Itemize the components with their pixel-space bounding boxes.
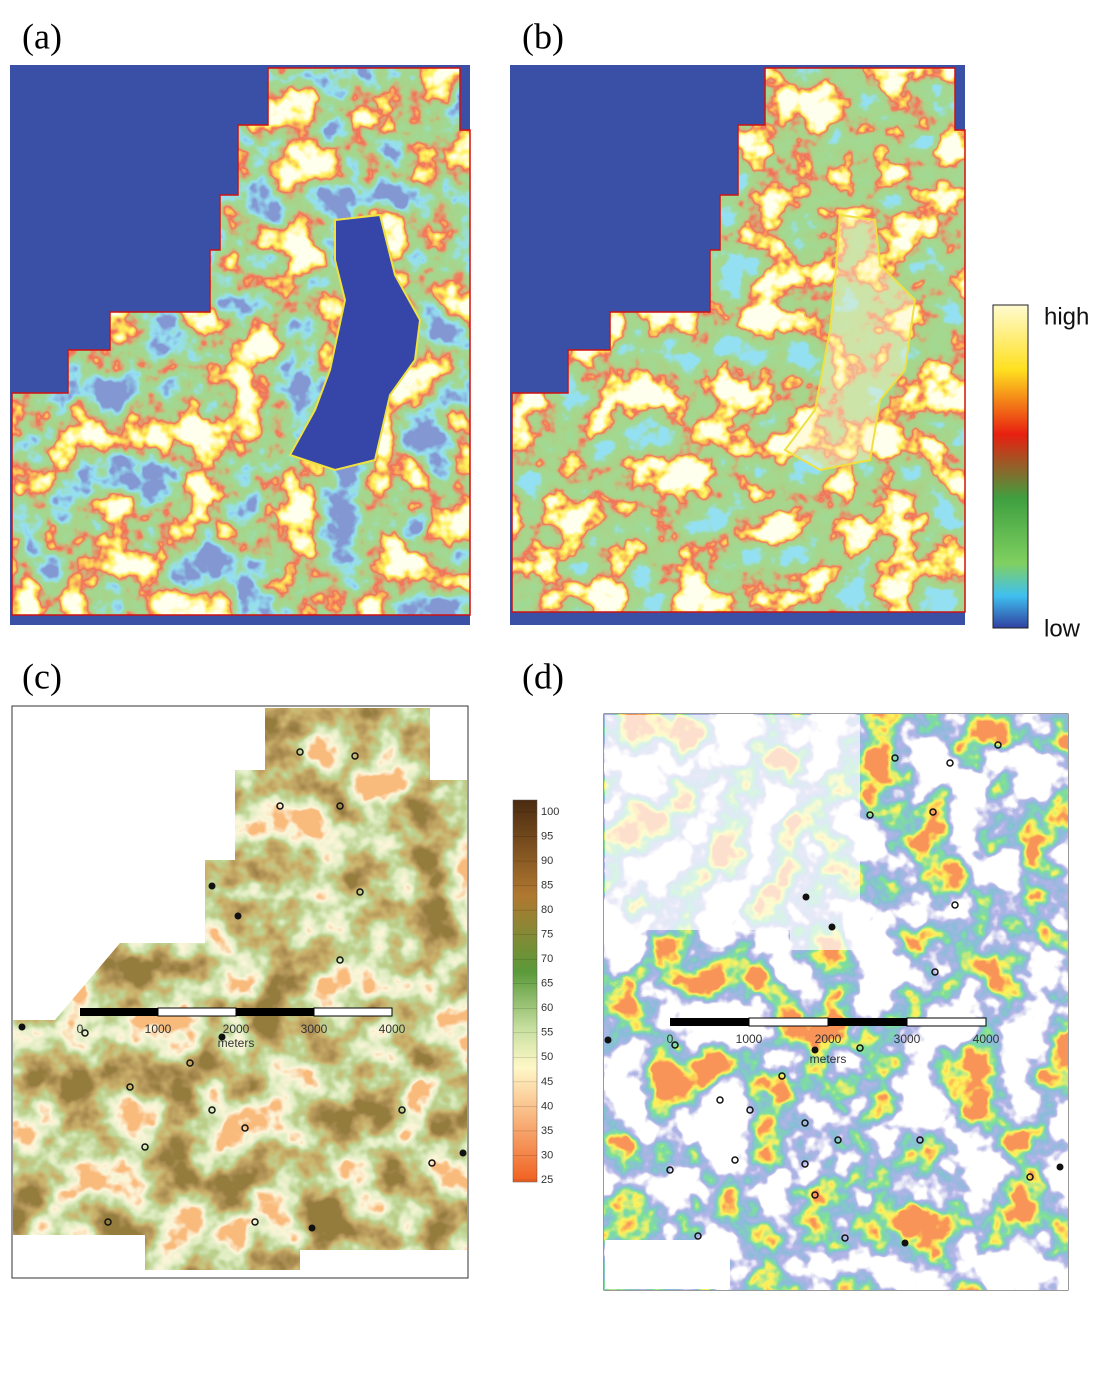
- colorbar: [992, 304, 1029, 629]
- colorbar-tick-label: 50: [541, 1051, 553, 1063]
- panel-label: (d): [522, 656, 564, 696]
- colorbar-tick-label: 25: [541, 1174, 553, 1186]
- colorbar-tick-label: 55: [541, 1027, 553, 1039]
- colorbar-tick-label: 65: [541, 978, 553, 990]
- colorbar-tick-label: 70: [541, 953, 553, 965]
- scale-unit: meters: [218, 1036, 255, 1050]
- colorbar-tick-label: 40: [541, 1100, 553, 1112]
- scale-tick-label: 1000: [736, 1032, 763, 1046]
- survey-outline: [11, 67, 471, 616]
- scale-tick-label: 2000: [223, 1022, 250, 1036]
- colorbar-tick-label: 30: [541, 1149, 553, 1161]
- colorbar-tick-label: 60: [541, 1002, 553, 1014]
- colorbar: [512, 799, 538, 1183]
- scale-unit: meters: [810, 1052, 847, 1066]
- panel-label: (b): [522, 16, 564, 56]
- colorbar-label: low: [1044, 615, 1081, 642]
- well-markers: [666, 741, 1034, 1242]
- colorbar-tick-label: 45: [541, 1076, 553, 1088]
- no-data-area: [605, 715, 860, 950]
- panel-label: (a): [22, 16, 62, 56]
- well-markers: [18, 882, 467, 1232]
- scale-tick-label: 3000: [894, 1032, 921, 1046]
- well-markers: [604, 893, 1064, 1247]
- colorbar-tick-label: 95: [541, 830, 553, 842]
- zone-outline: [783, 213, 917, 472]
- scale-tick-label: 4000: [973, 1032, 1000, 1046]
- colorbar-tick-label: 75: [541, 929, 553, 941]
- no-data-area: [605, 1240, 730, 1289]
- zone-outline: [288, 213, 422, 472]
- colorbar-tick-label: 80: [541, 904, 553, 916]
- scale-tick-label: 0: [667, 1032, 674, 1046]
- panel-label: (c): [22, 656, 62, 696]
- scale-bar: [80, 1007, 393, 1017]
- survey-outline: [511, 67, 966, 613]
- well-markers: [81, 748, 436, 1226]
- colorbar-label: high: [1044, 303, 1089, 330]
- colorbar-tick-label: 35: [541, 1125, 553, 1137]
- scale-tick-label: 1000: [145, 1022, 172, 1036]
- scale-tick-label: 4000: [379, 1022, 406, 1036]
- colorbar-tick-label: 85: [541, 880, 553, 892]
- scale-bar: [670, 1017, 987, 1027]
- scale-tick-label: 0: [77, 1022, 84, 1036]
- scale-tick-label: 2000: [815, 1032, 842, 1046]
- colorbar-tick-label: 100: [541, 806, 559, 818]
- scale-tick-label: 3000: [301, 1022, 328, 1036]
- colorbar-tick-label: 90: [541, 855, 553, 867]
